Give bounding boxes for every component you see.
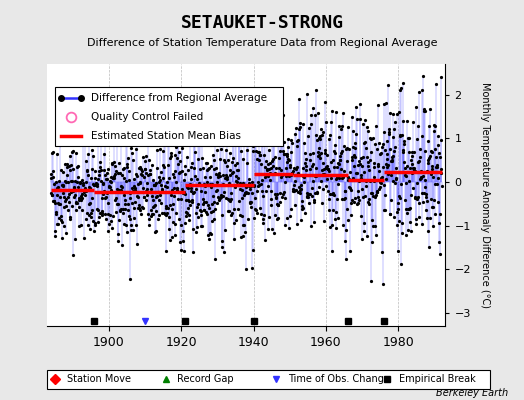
Text: Berkeley Earth: Berkeley Earth [436,388,508,398]
Text: Quality Control Failed: Quality Control Failed [91,112,203,122]
Text: Record Gap: Record Gap [177,374,234,384]
Text: Estimated Station Mean Bias: Estimated Station Mean Bias [91,131,241,141]
Text: SETAUKET-STRONG: SETAUKET-STRONG [180,14,344,32]
Text: Time of Obs. Change: Time of Obs. Change [288,374,390,384]
Text: Difference from Regional Average: Difference from Regional Average [91,93,267,103]
Text: Empirical Break: Empirical Break [399,374,475,384]
Text: Station Move: Station Move [67,374,130,384]
Text: Difference of Station Temperature Data from Regional Average: Difference of Station Temperature Data f… [87,38,437,48]
Y-axis label: Monthly Temperature Anomaly Difference (°C): Monthly Temperature Anomaly Difference (… [481,82,490,308]
